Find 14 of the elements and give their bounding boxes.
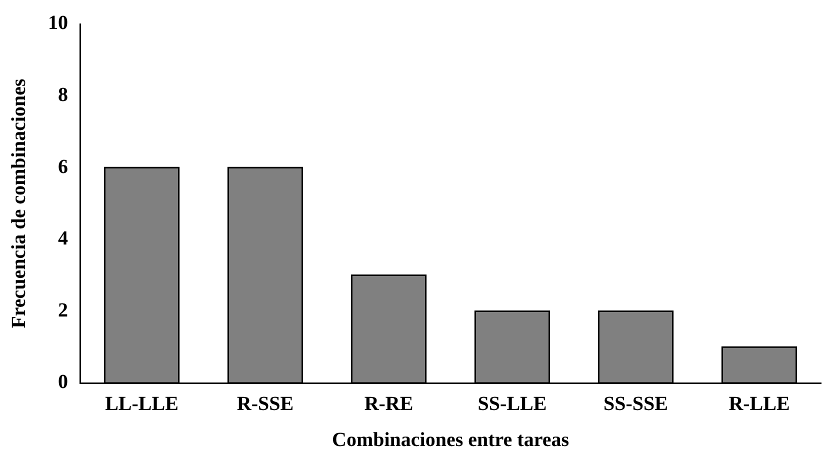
x-tick-label: R-SSE: [236, 393, 294, 416]
x-tick-label: R-LLE: [728, 393, 790, 416]
x-tick-label: SS-LLE: [478, 393, 547, 416]
y-tick-label: 10: [48, 12, 68, 34]
y-tick-label: 2: [58, 299, 68, 322]
y-tick-label: 8: [58, 84, 68, 106]
x-tick-label: LL-LLE: [105, 393, 178, 416]
y-axis-title: Frecuencia de combinaciones: [8, 78, 30, 328]
y-tick-label: 0: [58, 371, 68, 394]
x-axis-title: Combinaciones entre tareas: [332, 429, 570, 452]
x-tick-label: SS-SSE: [604, 393, 668, 416]
x-tick-label: R-RE: [364, 393, 414, 416]
y-tick-label: 6: [58, 156, 68, 178]
y-tick-label: 4: [58, 228, 68, 250]
